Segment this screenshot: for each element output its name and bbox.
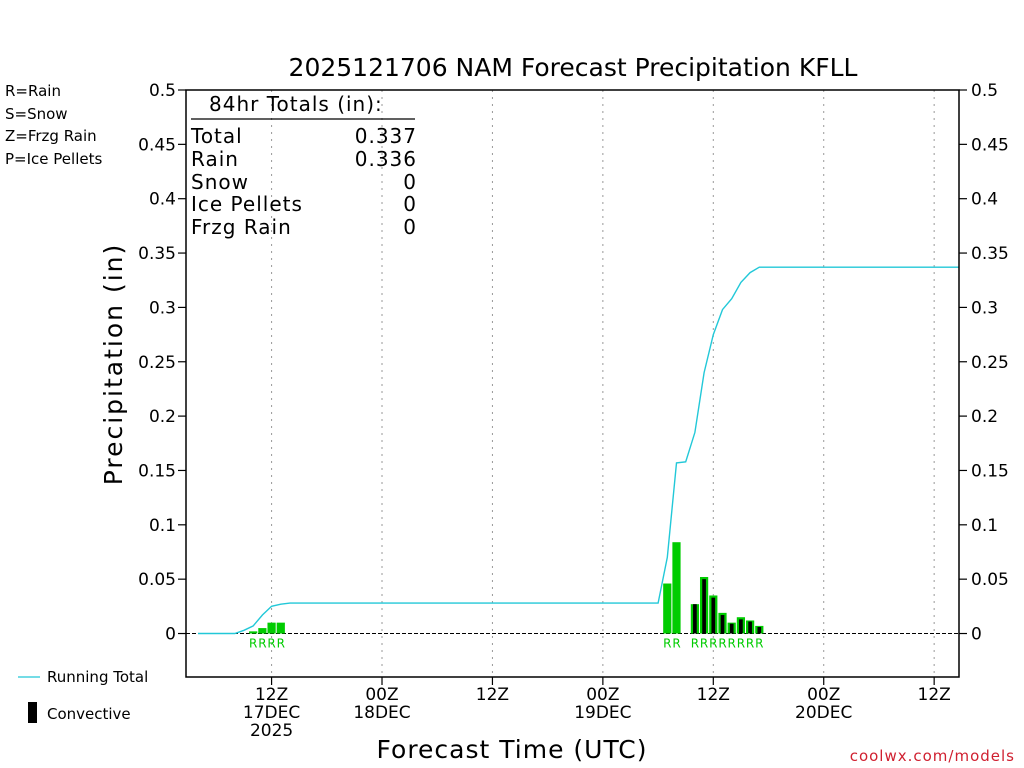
y-tick-label-right: 0.5 (971, 81, 998, 101)
convective-bar (757, 626, 762, 634)
convective-bar (739, 619, 743, 634)
legend-frzg-rain: Z=Frzg Rain (5, 127, 97, 145)
y-axis-label: Precipitation (in) (99, 243, 128, 486)
running-total-series (198, 266, 959, 635)
chart-title: 2025121706 NAM Forecast Precipitation KF… (289, 53, 858, 82)
legend-snow: S=Snow (5, 105, 68, 123)
y-tick-label-left: 0.35 (138, 244, 176, 264)
ptype-marker: R (672, 637, 680, 651)
running-total-line (198, 266, 959, 635)
totals-box: 84hr Totals (in): Total 0.337 Rain 0.336… (190, 92, 417, 239)
convective-legend: Convective (47, 705, 131, 723)
ptype-marker: R (737, 637, 745, 651)
precip-bar (276, 622, 285, 634)
y-tick-label-right: 0.2 (971, 407, 998, 427)
convective-bar (720, 615, 725, 634)
ptype-marker: R (249, 637, 257, 651)
credit-text: coolwx.com/models (850, 747, 1015, 765)
y-axis-ticks: 0 00.05 0.050.1 0.10.15 0.150.2 0.20.25 0.250.… (138, 81, 1009, 645)
y-tick-label-left: 0.1 (149, 516, 176, 536)
totals-value-total: 0.337 (355, 124, 417, 148)
y-tick-label-right: 0.25 (971, 353, 1009, 373)
x-tick-label: 12Z (697, 685, 730, 705)
y-tick-label-left: 0.15 (138, 461, 176, 481)
convective-bar (729, 623, 734, 634)
y-tick-label-left: 0.45 (138, 135, 176, 155)
vertical-gridlines (271, 90, 935, 677)
totals-label-snow: Snow (191, 170, 249, 194)
ptype-marker: R (755, 637, 763, 651)
convective-bar (711, 597, 716, 634)
ptype-marker: R (728, 637, 736, 651)
ptype-legend: R=Rain S=Snow Z=Frzg Rain P=Ice Pellets (5, 82, 102, 168)
plot-frame (185, 89, 960, 678)
x-tick-label: 20DEC (795, 703, 852, 723)
convective-bar (693, 604, 697, 634)
y-tick-label-left: 0.2 (149, 407, 176, 427)
totals-label-frzg-rain: Frzg Rain (191, 215, 292, 239)
x-tick-label: 19DEC (574, 703, 631, 723)
x-tick-label: 12Z (918, 685, 951, 705)
y-tick-label-right: 0.15 (971, 461, 1009, 481)
y-tick-label-right: 0.1 (971, 516, 998, 536)
convective-swatch (28, 702, 37, 723)
precip-bar (249, 631, 258, 634)
convective-bar (748, 621, 752, 634)
y-tick-label-left: 0.25 (138, 353, 176, 373)
ptype-marker: R (691, 637, 699, 651)
running-total-legend: Running Total (47, 668, 148, 686)
y-tick-label-left: 0.5 (149, 81, 176, 101)
x-axis-label: Forecast Time (UTC) (377, 735, 648, 764)
totals-label-total: Total (190, 124, 243, 148)
convective-bar (702, 579, 706, 634)
x-tick-label: 00Z (807, 685, 840, 705)
y-tick-label-right: 0.4 (971, 190, 998, 210)
x-tick-label: 17DEC (243, 703, 300, 723)
legend-rain: R=Rain (5, 82, 61, 100)
y-tick-label-right: 0 (971, 625, 982, 645)
precip-bars (249, 542, 764, 634)
precip-bar (672, 542, 681, 634)
x-tick-label: 00Z (365, 685, 398, 705)
y-tick-label-right: 0.45 (971, 135, 1009, 155)
totals-header: 84hr Totals (in): (209, 92, 383, 116)
ptype-marker: R (746, 637, 754, 651)
legend-ice-pellets: P=Ice Pellets (5, 150, 102, 168)
x-tick-label: 12Z (476, 685, 509, 705)
ptype-marker: R (663, 637, 671, 651)
ptype-marker: R (258, 637, 266, 651)
totals-value-snow: 0 (403, 170, 417, 194)
precip-bar (258, 628, 267, 634)
ptype-marker: R (267, 637, 275, 651)
precip-bar (267, 622, 276, 634)
totals-value-ice-pellets: 0 (403, 192, 417, 216)
ptype-marker: R (718, 637, 726, 651)
ptype-marker: R (277, 637, 285, 651)
ptype-marker: R (700, 637, 708, 651)
y-tick-label-right: 0.3 (971, 298, 998, 318)
x-tick-label: 12Z (255, 685, 288, 705)
y-tick-label-left: 0.3 (149, 298, 176, 318)
x-tick-label: 2025 (250, 721, 293, 741)
ptype-marker: R (709, 637, 717, 651)
totals-value-rain: 0.336 (355, 147, 417, 171)
x-tick-label: 00Z (586, 685, 619, 705)
x-tick-label: 18DEC (353, 703, 410, 723)
y-tick-label-left: 0.4 (149, 190, 176, 210)
series-legend: Running Total Convective (18, 668, 148, 723)
y-tick-label-left: 0 (165, 625, 176, 645)
y-tick-label-left: 0.05 (138, 570, 176, 590)
y-tick-label-right: 0.05 (971, 570, 1009, 590)
y-tick-label-right: 0.35 (971, 244, 1009, 264)
totals-value-frzg-rain: 0 (403, 215, 417, 239)
totals-label-rain: Rain (191, 147, 239, 171)
totals-label-ice-pellets: Ice Pellets (191, 192, 303, 216)
precip-bar (663, 583, 672, 634)
